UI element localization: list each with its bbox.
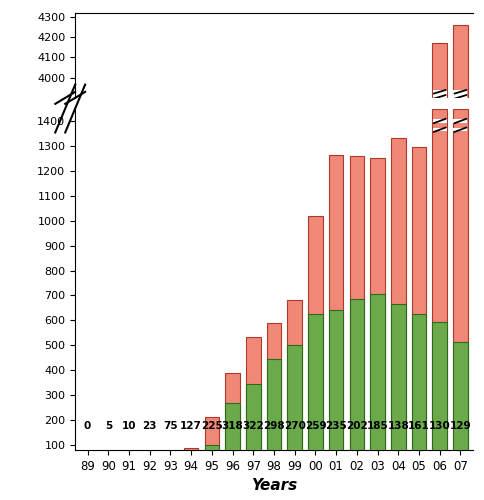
Text: 23: 23 — [142, 420, 157, 430]
Bar — [266, 359, 281, 470]
Text: 75: 75 — [163, 420, 178, 430]
Bar — [307, 216, 322, 470]
Bar — [163, 460, 177, 470]
Text: 318: 318 — [221, 420, 243, 430]
Text: 259: 259 — [304, 420, 326, 430]
Bar — [328, 154, 343, 470]
Text: 322: 322 — [242, 420, 264, 430]
Bar — [432, 108, 446, 470]
X-axis label: Years: Years — [250, 478, 297, 494]
Bar — [411, 314, 425, 470]
Text: 161: 161 — [408, 420, 429, 430]
Bar — [452, 108, 467, 470]
Bar — [370, 294, 384, 470]
Bar — [225, 402, 240, 470]
Text: 10: 10 — [121, 420, 136, 430]
Text: 270: 270 — [283, 420, 305, 430]
Text: 202: 202 — [345, 420, 367, 430]
Bar — [390, 138, 405, 470]
Bar — [287, 300, 302, 470]
Bar — [432, 43, 446, 500]
Text: 185: 185 — [366, 420, 388, 430]
Bar — [245, 384, 260, 470]
Bar — [349, 156, 363, 470]
Bar — [411, 147, 425, 470]
Text: 138: 138 — [387, 420, 408, 430]
Bar — [121, 469, 136, 470]
Text: 127: 127 — [180, 420, 202, 430]
Text: 5: 5 — [105, 420, 112, 430]
Bar — [204, 417, 219, 470]
Bar — [452, 342, 467, 470]
Bar — [266, 323, 281, 470]
Bar — [307, 314, 322, 470]
Text: 225: 225 — [200, 420, 222, 430]
Text: 235: 235 — [325, 420, 347, 430]
Bar — [245, 336, 260, 470]
Bar — [142, 462, 157, 470]
Bar — [80, 469, 95, 470]
Bar — [287, 346, 302, 470]
Bar — [101, 469, 115, 470]
Bar — [142, 468, 157, 470]
Bar — [432, 322, 446, 470]
Text: 0: 0 — [84, 420, 91, 430]
Bar — [183, 448, 198, 470]
Text: 129: 129 — [449, 420, 470, 430]
Bar — [328, 310, 343, 470]
Bar — [390, 304, 405, 470]
Text: 298: 298 — [263, 420, 284, 430]
Bar — [163, 465, 177, 470]
Text: 130: 130 — [428, 420, 450, 430]
Bar — [183, 452, 198, 470]
Bar — [121, 468, 136, 470]
Bar — [204, 445, 219, 470]
Bar — [452, 24, 467, 500]
Bar — [349, 299, 363, 470]
Bar — [370, 158, 384, 470]
Bar — [225, 372, 240, 470]
